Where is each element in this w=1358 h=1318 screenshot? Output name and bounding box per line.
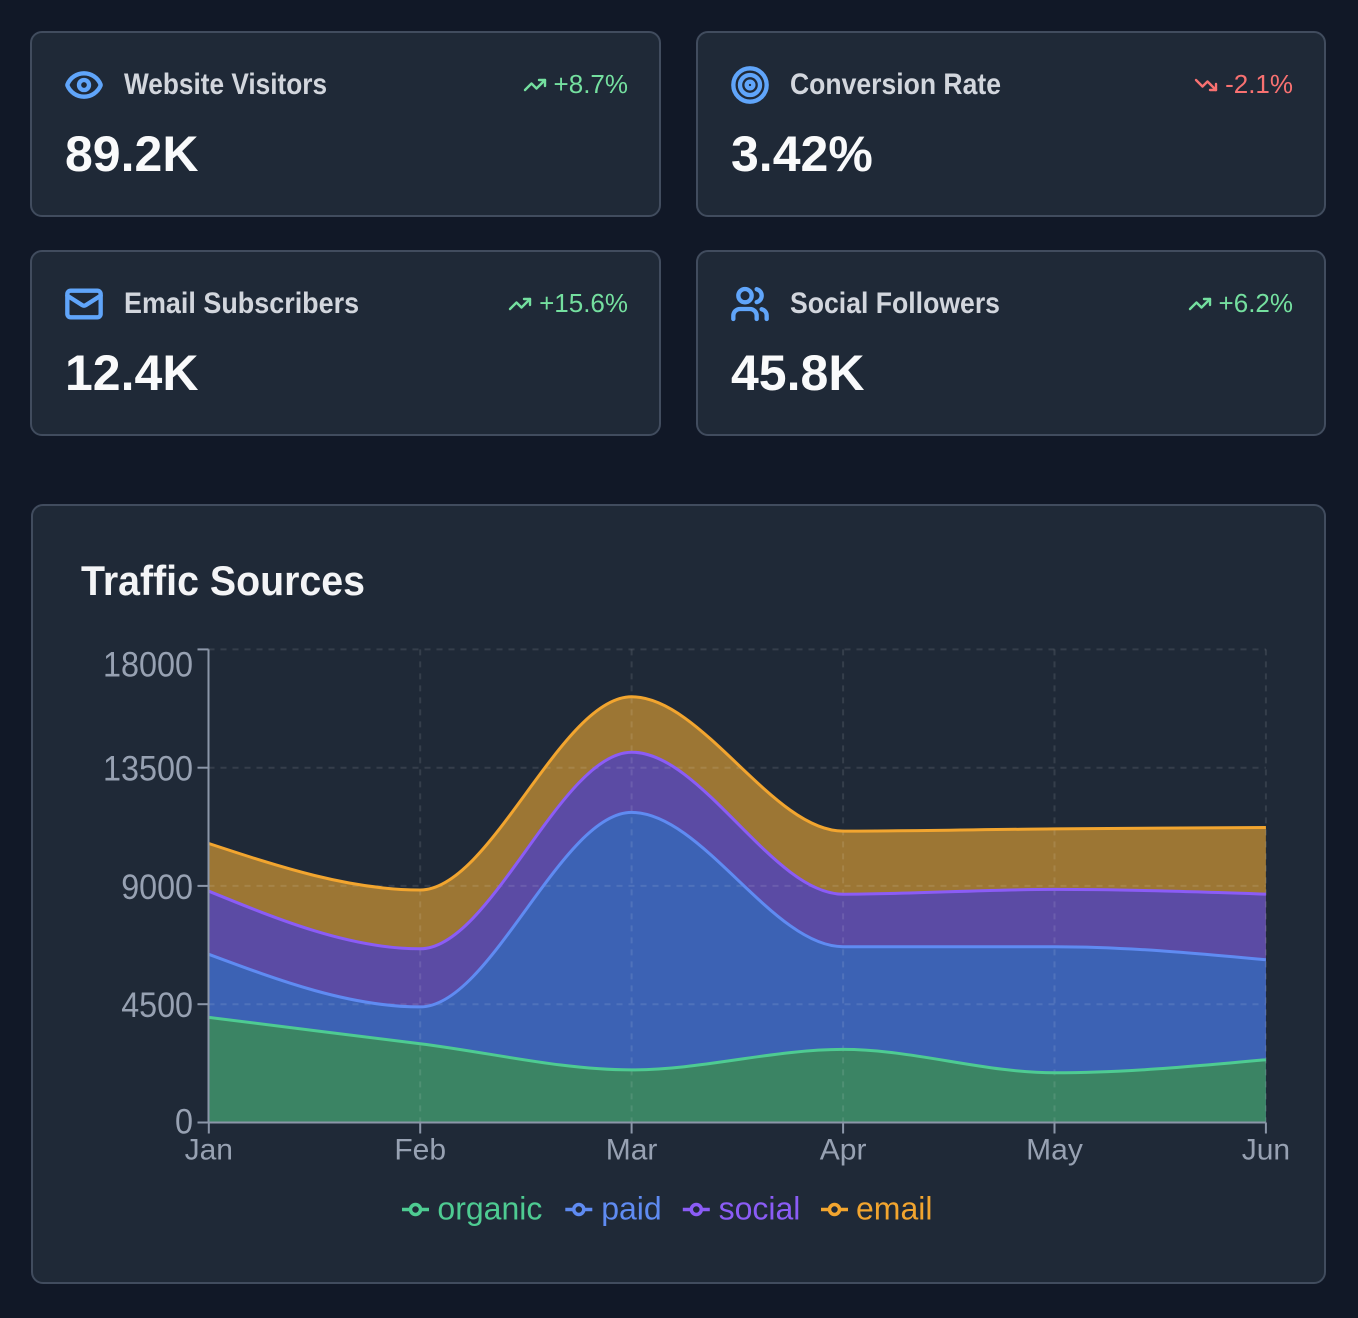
svg-text:Jun: Jun (1242, 1134, 1290, 1167)
svg-text:May: May (1026, 1134, 1083, 1167)
svg-text:0: 0 (175, 1101, 193, 1141)
svg-text:9000: 9000 (121, 867, 193, 907)
svg-text:Apr: Apr (820, 1134, 867, 1167)
svg-text:organic: organic (437, 1191, 542, 1227)
svg-text:social: social (719, 1191, 801, 1227)
svg-text:email: email (856, 1191, 932, 1227)
svg-text:paid: paid (601, 1191, 662, 1227)
svg-text:Feb: Feb (394, 1134, 446, 1167)
svg-text:Mar: Mar (606, 1134, 658, 1167)
svg-text:18000: 18000 (103, 645, 193, 685)
svg-text:4500: 4500 (121, 985, 193, 1025)
svg-text:Traffic Sources: Traffic Sources (81, 557, 365, 604)
svg-text:13500: 13500 (103, 749, 193, 789)
svg-text:Jan: Jan (185, 1134, 233, 1167)
